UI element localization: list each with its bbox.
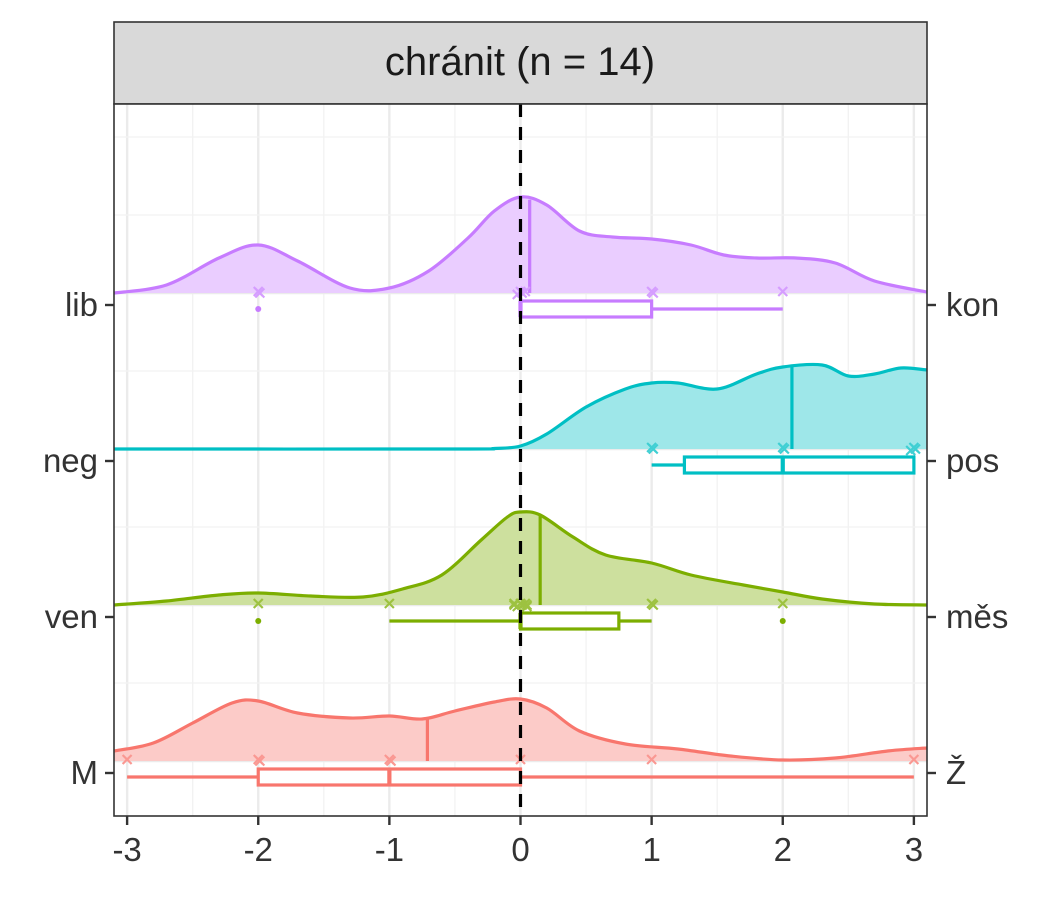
data-point — [777, 598, 789, 609]
data-point — [647, 599, 659, 611]
outlier-point — [779, 618, 786, 624]
data-point — [905, 445, 916, 456]
x-tick-label: 1 — [642, 831, 660, 868]
data-point — [385, 755, 397, 767]
x-tick-label: 0 — [511, 831, 529, 868]
y-tick-label-right: pos — [946, 442, 999, 479]
box-iqr — [518, 611, 621, 631]
x-tick-label: 2 — [774, 831, 792, 868]
y-tick-label-right: Ž — [946, 754, 966, 791]
y-tick-label-left: neg — [43, 442, 98, 479]
data-point — [121, 754, 133, 765]
data-point — [384, 598, 395, 609]
data-point — [647, 443, 659, 455]
x-tick-label: -3 — [112, 831, 141, 868]
density-curve — [113, 697, 928, 762]
outlier-point — [255, 306, 262, 312]
data-point — [779, 443, 790, 455]
data-point — [908, 754, 920, 765]
density-area — [114, 364, 927, 450]
y-tick-label-right: kon — [946, 286, 999, 323]
x-tick-label: -1 — [375, 831, 404, 868]
y-tick-label-left: M — [71, 754, 99, 791]
data-point — [254, 287, 266, 299]
axes: -3 -2 -1 0 1 2 3 lib kon neg pos ven měs M Ž — [43, 286, 1008, 868]
outlier-point — [255, 618, 262, 624]
series-neg — [113, 362, 928, 475]
density-curve — [113, 362, 928, 451]
series-ven — [113, 510, 928, 631]
data-point — [777, 286, 789, 297]
y-tick-label-right: měs — [946, 598, 1008, 635]
data-point — [646, 754, 657, 765]
data-point — [521, 599, 533, 611]
box-iqr — [682, 455, 916, 475]
data-point — [520, 286, 531, 297]
y-tick-label-left: ven — [45, 598, 98, 635]
data-point — [254, 755, 266, 767]
facet-title: chránit (n = 14) — [385, 40, 655, 84]
data-point — [252, 598, 264, 609]
x-tick-label: -2 — [244, 831, 273, 868]
density-curve — [113, 195, 928, 295]
facet-strip-background — [113, 21, 928, 105]
facet-strip: chránit (n = 14) — [113, 21, 928, 105]
density-curve — [113, 510, 928, 607]
y-tick-label-left: lib — [65, 286, 98, 323]
x-tick-label: 3 — [905, 831, 923, 868]
box-iqr — [518, 299, 654, 319]
data-point — [508, 598, 520, 609]
data-point — [647, 287, 659, 299]
